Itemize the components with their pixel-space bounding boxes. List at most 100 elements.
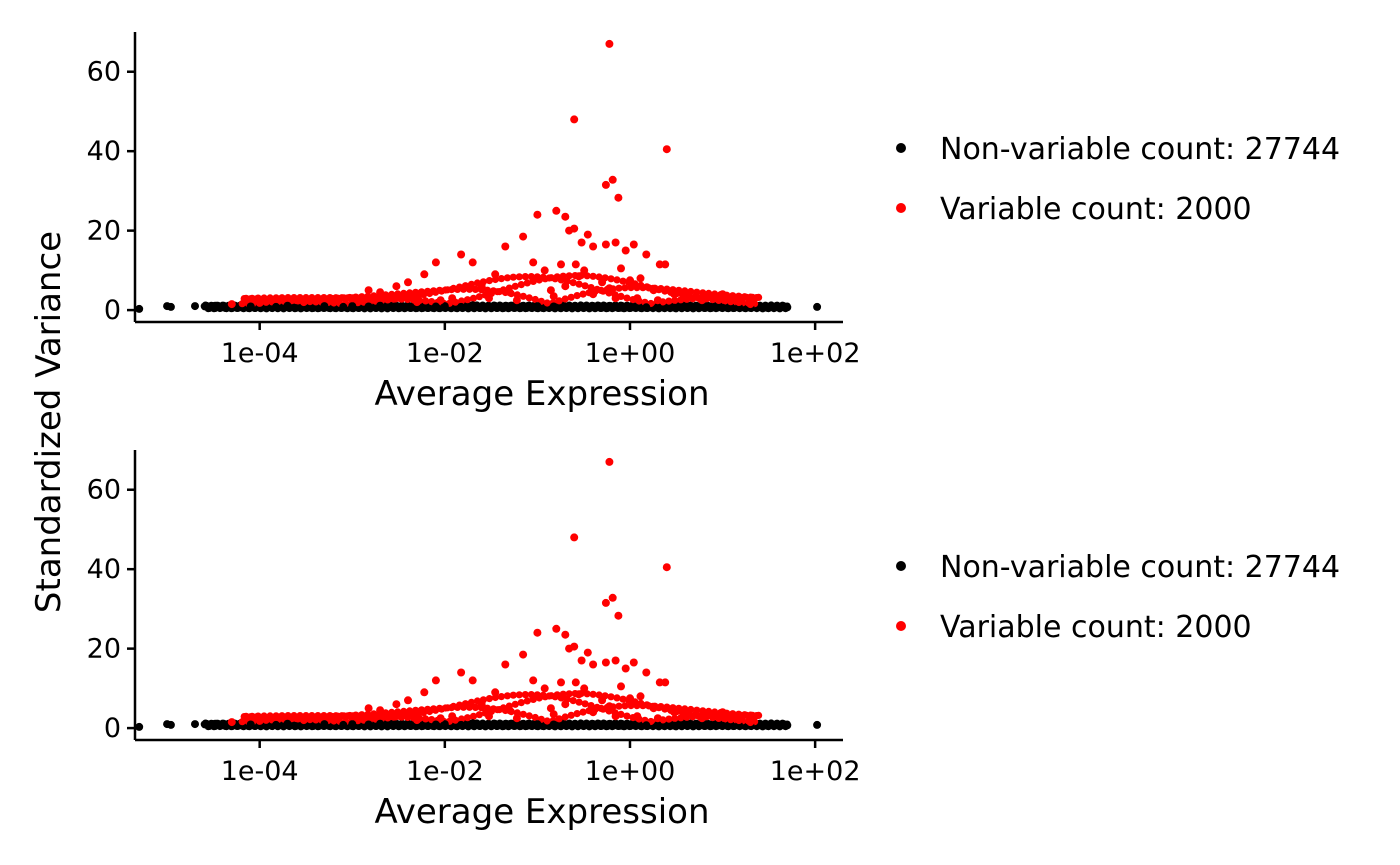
band-point [681,287,689,295]
data-point [608,593,617,602]
data-point [636,274,645,283]
data-point [570,642,579,651]
data-point [477,700,486,709]
data-point [327,296,336,305]
band-point [665,297,673,305]
y-tick-label: 60 [87,475,121,506]
data-point [617,303,625,312]
data-point [272,302,280,311]
scatter-panel-1: 1e-04 1e-02 1e+00 1e+02 0 20 40 60 Average Expre… [87,32,1340,414]
data-point [533,628,542,637]
data-point [589,242,598,251]
data-point [746,300,755,309]
band-point [521,691,529,699]
data-point [485,294,493,303]
band-point [463,714,472,722]
band-point [457,297,466,305]
data-point [364,302,373,311]
data-point [485,712,493,721]
data-point [364,704,373,713]
data-point [690,302,699,311]
band-point [511,282,519,290]
data-point [783,303,792,312]
data-point [813,720,822,729]
band-point [503,692,511,700]
data-point [364,720,373,729]
data-point [670,303,679,312]
data-point [577,656,586,665]
band-point [699,707,707,715]
band-point [699,289,707,297]
data-point [561,282,570,291]
data-point [601,658,610,667]
data-point [457,250,466,259]
band-point [515,273,523,281]
band-point [607,693,615,701]
data-point [561,700,570,709]
band-point [497,693,505,701]
data-point [589,660,598,669]
band-point [687,705,695,714]
data-point [601,598,610,607]
x-tick-label: 1e-02 [406,338,484,369]
data-point [404,696,412,705]
band-point [485,277,493,285]
data-point [577,302,586,311]
data-point [420,270,429,279]
data-point [561,630,570,639]
data-point [436,714,445,723]
data-point [734,716,743,725]
data-point [583,230,592,239]
band-point [561,295,569,303]
series-non-variable [135,719,822,731]
data-point [570,115,579,124]
variable-band [238,272,763,308]
data-point [746,718,755,727]
data-point [642,303,651,312]
data-point [505,706,514,715]
data-point [608,175,617,184]
data-point [642,721,651,730]
band-point [687,287,695,296]
data-point [670,708,679,717]
band-point [565,272,573,280]
x-tick-label: 1e-04 [221,338,299,369]
data-point [392,302,401,311]
band-point [575,698,583,706]
band-point [613,694,621,702]
data-point [598,720,607,729]
band-point [569,697,577,705]
data-point [211,301,220,310]
data-point [348,720,357,729]
band-point [613,276,621,284]
legend-label: Variable count: 2000 [940,192,1252,227]
band-point [485,695,493,703]
legend-marker [896,621,906,631]
data-point [552,624,561,633]
legend-marker [896,143,906,153]
data-point [653,302,662,311]
data-point [468,676,477,685]
data-point [255,716,264,725]
data-point [491,688,500,697]
x-tick-label: 1e-02 [406,756,484,787]
data-point [211,719,220,728]
data-point [589,708,598,717]
series-variable [227,39,755,309]
data-point [440,302,449,311]
band-point [623,294,631,302]
data-point [376,288,385,297]
data-point [611,238,620,247]
band-point [521,273,529,281]
data-point [505,288,514,297]
band-point [615,702,623,710]
data-point [549,302,558,311]
data-point [283,301,292,310]
data-point [561,721,570,730]
data-point [549,710,558,719]
data-point [457,302,466,311]
data-point [626,720,634,729]
scatter-panel-2: 1e-04 1e-02 1e+00 1e+02 0 20 40 60 Average Expre… [87,450,1340,832]
data-point [299,716,308,725]
data-point [364,286,373,295]
